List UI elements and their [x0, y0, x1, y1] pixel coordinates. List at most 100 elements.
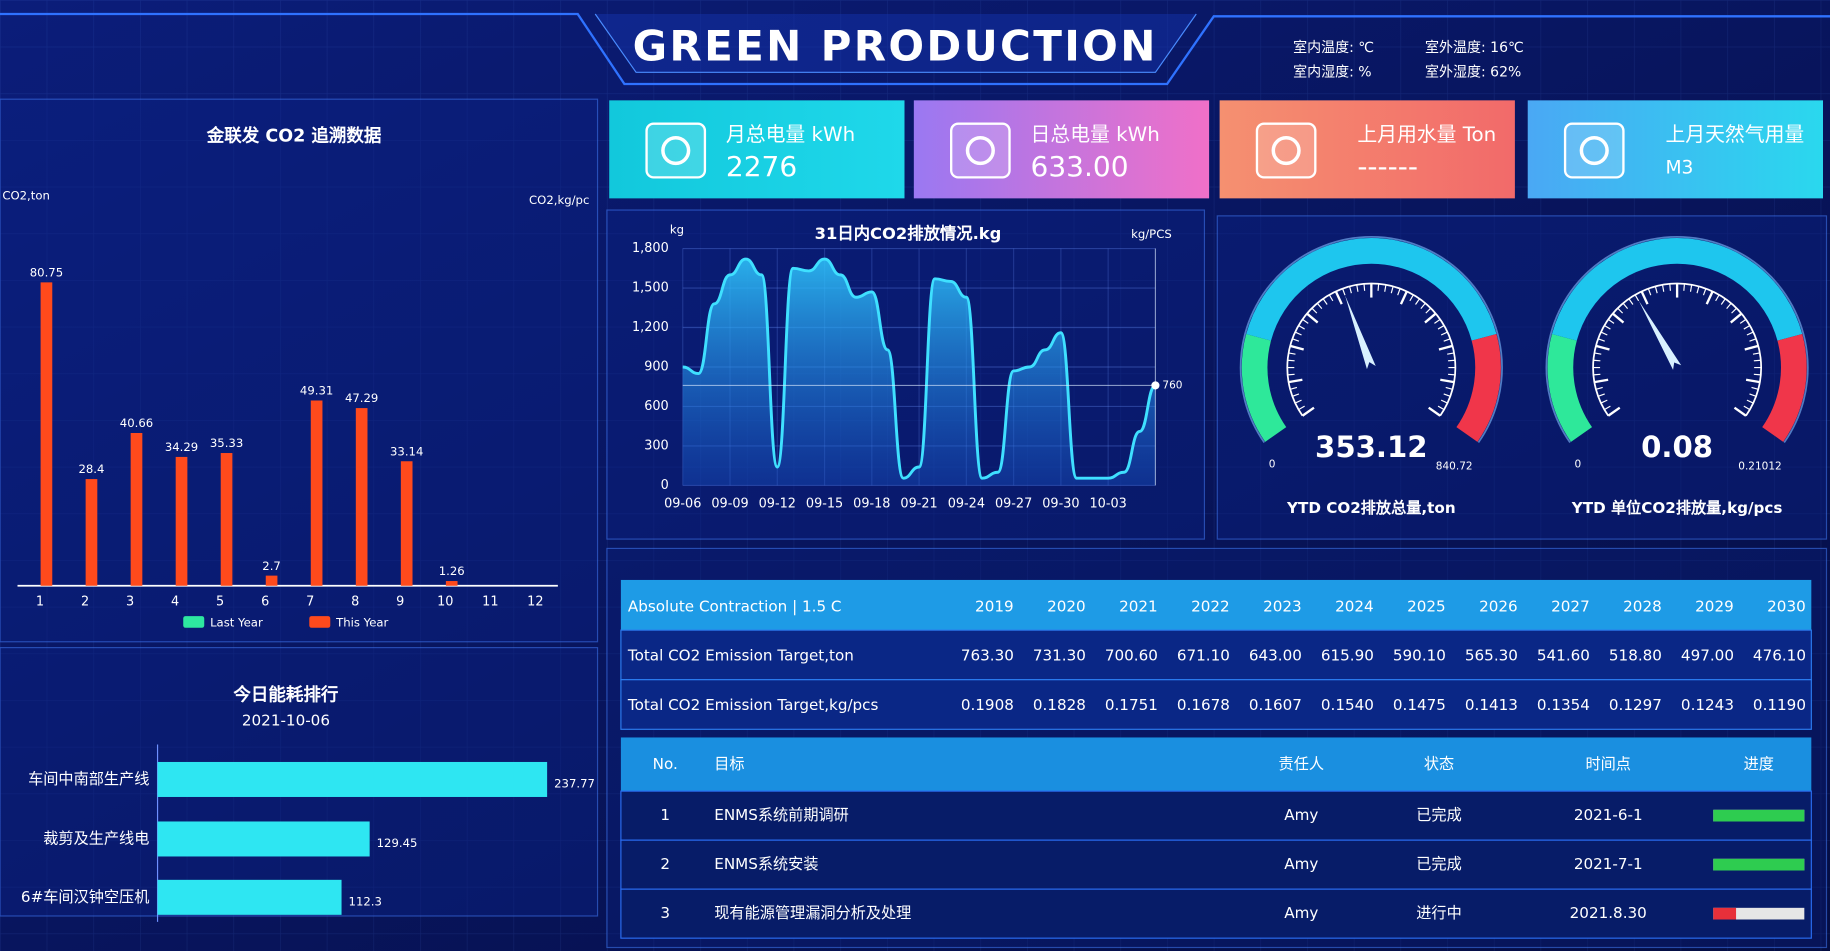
gauge-tick	[1298, 325, 1305, 330]
table-header-cell: 2023	[1263, 597, 1302, 615]
header-frame	[0, 12, 1830, 86]
value-label: 112.3	[349, 894, 382, 908]
bar	[157, 821, 370, 857]
table-header-cell: 2022	[1191, 597, 1230, 615]
x-tick-label: 10-03	[1090, 497, 1127, 512]
gauge-tick	[1600, 399, 1608, 404]
x-tick-label: 09-06	[664, 497, 701, 512]
table-header-cell: 2020	[1047, 597, 1086, 615]
table-header-cell: 2030	[1767, 597, 1806, 615]
x-tick-label: 10	[437, 595, 453, 610]
x-tick-label: 3	[126, 595, 134, 610]
bar	[157, 879, 342, 915]
gauge-tick	[1597, 338, 1605, 342]
gauge-tick	[1743, 405, 1751, 411]
value-label: 33.14	[390, 444, 423, 458]
table-cell: 0.1297	[1609, 696, 1662, 714]
gauge-band	[1761, 334, 1807, 442]
chart-title: 31日内CO2排放情况.kg	[815, 224, 1002, 243]
kpi-icon-mark	[1271, 135, 1301, 166]
table-header	[620, 737, 1812, 792]
gauge-max: 840.72	[1436, 461, 1473, 473]
x-tick-label: 1	[36, 595, 44, 610]
kpi-icon	[1563, 122, 1625, 179]
table-cell: 476.10	[1753, 646, 1806, 664]
table-cell: 615.90	[1321, 646, 1374, 664]
gauge-tick	[1733, 406, 1747, 417]
table-header-cell: Absolute Contraction | 1.5 C	[628, 597, 842, 615]
y-tick-label: 裁剪及生产线电	[43, 829, 149, 847]
table-cell: 已完成	[1416, 855, 1461, 873]
table-cell: 565.30	[1465, 646, 1518, 664]
gauge-tick	[1661, 284, 1665, 292]
gauge-tick	[1607, 318, 1615, 324]
value-label: 2.7	[262, 559, 281, 573]
table-cell: 2021.8.30	[1570, 904, 1647, 922]
bar	[220, 453, 233, 586]
gauge-tick	[1595, 344, 1610, 351]
y-tick-label: 车间中南部生产线	[28, 770, 149, 788]
gauge-tick	[1595, 386, 1603, 390]
table-cell: 3	[660, 904, 670, 922]
y-tick-label: 1,500	[632, 281, 669, 296]
kpi-icon-mark	[965, 135, 995, 166]
value-label: 760	[1162, 379, 1182, 391]
table-cell: 0.1607	[1249, 696, 1302, 714]
table-cell: Total CO2 Emission Target,ton	[627, 646, 854, 664]
table-header-cell: 2026	[1479, 597, 1518, 615]
table-cell: Total CO2 Emission Target,kg/pcs	[627, 696, 879, 714]
table-header-cell: 2021	[1119, 597, 1158, 615]
x-tick-label: 09-09	[711, 497, 748, 512]
gauge-tick	[1288, 352, 1296, 355]
table-cell: 0.1751	[1105, 696, 1158, 714]
gauge-tick	[1301, 406, 1315, 417]
y-tick-label: 300	[644, 438, 669, 453]
x-tick-label: 09-12	[759, 497, 796, 512]
gauge-tick	[1302, 318, 1309, 324]
gauge-tick	[1294, 331, 1302, 336]
kpi-card	[1527, 100, 1823, 199]
x-tick-label: 7	[306, 595, 314, 610]
table-cell: 已完成	[1416, 806, 1461, 824]
gauge-tick	[1440, 331, 1448, 336]
legend-label: This Year	[335, 616, 388, 630]
table-header-cell: 2029	[1695, 597, 1734, 615]
chart-title: 金联发 CO2 追溯数据	[206, 126, 382, 147]
table-cell: 0.1190	[1753, 696, 1806, 714]
kpi-label: 日总电量 kWh	[1031, 123, 1160, 146]
x-tick-label: 09-24	[948, 497, 985, 512]
gauge-ring	[1239, 235, 1503, 444]
table-cell: 518.80	[1609, 646, 1662, 664]
table-header-cell: 进度	[1744, 755, 1774, 773]
gauge-tick	[1287, 359, 1295, 362]
table-cell: 541.60	[1537, 646, 1590, 664]
gauge-tick	[1617, 307, 1624, 314]
x-tick-label: 09-21	[900, 497, 937, 512]
table-header-cell: 2025	[1407, 597, 1446, 615]
table-cell: 0.1828	[1033, 696, 1086, 714]
gauge-tick	[1749, 338, 1757, 342]
legend-swatch	[183, 616, 205, 628]
kpi-label: 上月天然气用量	[1665, 123, 1804, 146]
y-tick-label: 6#车间汉钟空压机	[21, 888, 149, 906]
kpi-value: 633.00	[1031, 150, 1129, 183]
value-label: 1.26	[439, 564, 465, 578]
gauge-tick	[1600, 331, 1608, 336]
gauge-tick	[1425, 307, 1432, 314]
table-cell: 0.1243	[1681, 696, 1734, 714]
table-cell: 590.10	[1393, 646, 1446, 664]
gauge-tick	[1384, 284, 1387, 292]
gauge-tick	[1594, 352, 1602, 355]
gauge-tick	[1363, 283, 1366, 291]
gauge-tick	[1622, 302, 1629, 309]
gauge-tick	[1290, 386, 1298, 390]
gauge-tick	[1437, 325, 1445, 330]
x-tick-label: 12	[527, 595, 543, 610]
gauge-tick	[1715, 294, 1720, 302]
gauge-band	[1547, 334, 1593, 442]
gauge-tick	[1443, 393, 1451, 397]
gauge-band	[1456, 334, 1501, 442]
x-tick-label: 09-27	[995, 497, 1032, 512]
gauge-tick	[1593, 373, 1601, 376]
